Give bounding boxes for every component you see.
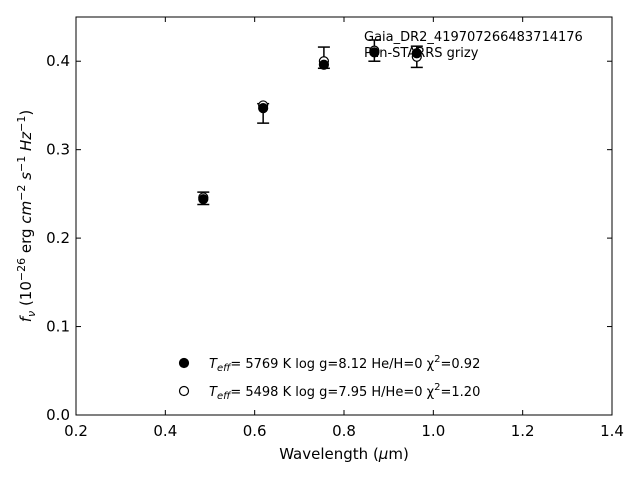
x-tick-label: 1.2 (511, 422, 535, 440)
xlabel-mu: μ (378, 445, 389, 463)
ylabel-f: f (17, 314, 35, 322)
model-point-filled (411, 48, 422, 59)
axis-ticks: 0.2 0.4 0.6 0.8 1.0 1.2 1.4 0.0 0.1 0.2 0.3 0.4 (46, 17, 624, 440)
y-tick-label: 0.0 (46, 406, 70, 424)
ylabel-nu: ν (25, 311, 38, 317)
data-points (198, 45, 422, 205)
model-point-filled (258, 102, 269, 114)
x-tick-label: 0.8 (332, 422, 356, 440)
legend-chi-sup: 2 (434, 382, 440, 393)
ylabel-cm: cm (17, 201, 35, 224)
plot-area (75, 16, 613, 416)
ylabel-part: erg (17, 224, 35, 258)
ylabel-sup: −26 (15, 258, 28, 281)
x-axis-label: Wavelength (μm) (279, 445, 409, 463)
y-tick-label: 0.4 (46, 52, 70, 70)
legend-chi-sup: 2 (434, 354, 440, 365)
annotation-survey-name: Pan-STARRS grizy (364, 46, 479, 61)
legend-teff: T (209, 385, 218, 400)
x-tick-label: 1.0 (421, 422, 445, 440)
legend-params: = 5769 K log g=8.12 He/H=0 χ (230, 357, 434, 372)
legend-chi-val: =1.20 (441, 385, 481, 400)
model-point-filled (369, 47, 380, 58)
legend: Teff= 5769 K log g=8.12 He/H=0 χ2=0.92Te… (178, 354, 480, 402)
legend-marker-open (178, 385, 190, 397)
ylabel-part: ) (17, 110, 35, 116)
y-tick-label: 0.1 (46, 318, 70, 336)
legend-params: = 5498 K log g=7.95 H/He=0 χ (230, 385, 434, 400)
x-tick-label: 0.6 (243, 422, 267, 440)
annotation-object-name: Gaia_DR2_419707266483714176 (364, 30, 583, 45)
x-tick-label: 1.4 (600, 422, 624, 440)
ylabel-sup: −1 (15, 116, 28, 132)
ylabel-s: s (17, 172, 35, 180)
model-point-filled (318, 59, 329, 70)
legend-teff: T (209, 357, 218, 372)
model-point-filled (198, 194, 209, 205)
legend-teff-sub: eff (217, 391, 232, 402)
ylabel-sup: −1 (15, 156, 28, 172)
x-tick-label: 0.2 (64, 422, 88, 440)
legend-marker-filled (178, 357, 190, 369)
legend-entry: Teff= 5769 K log g=8.12 He/H=0 χ2=0.92 (209, 354, 480, 374)
legend-teff-sub: eff (217, 363, 232, 374)
ylabel-part: (10 (17, 281, 35, 311)
y-axis-label: fν (10−26 erg cm−2 s−1 Hz−1) (15, 110, 38, 323)
ylabel-sup: −2 (15, 185, 28, 201)
legend-chi-val: =0.92 (441, 357, 481, 372)
legend-entry: Teff= 5498 K log g=7.95 H/He=0 χ2=1.20 (209, 382, 480, 402)
y-tick-label: 0.3 (46, 141, 70, 159)
x-tick-label: 0.4 (153, 422, 177, 440)
y-tick-label: 0.2 (46, 229, 70, 247)
ylabel-hz: Hz (17, 131, 35, 151)
